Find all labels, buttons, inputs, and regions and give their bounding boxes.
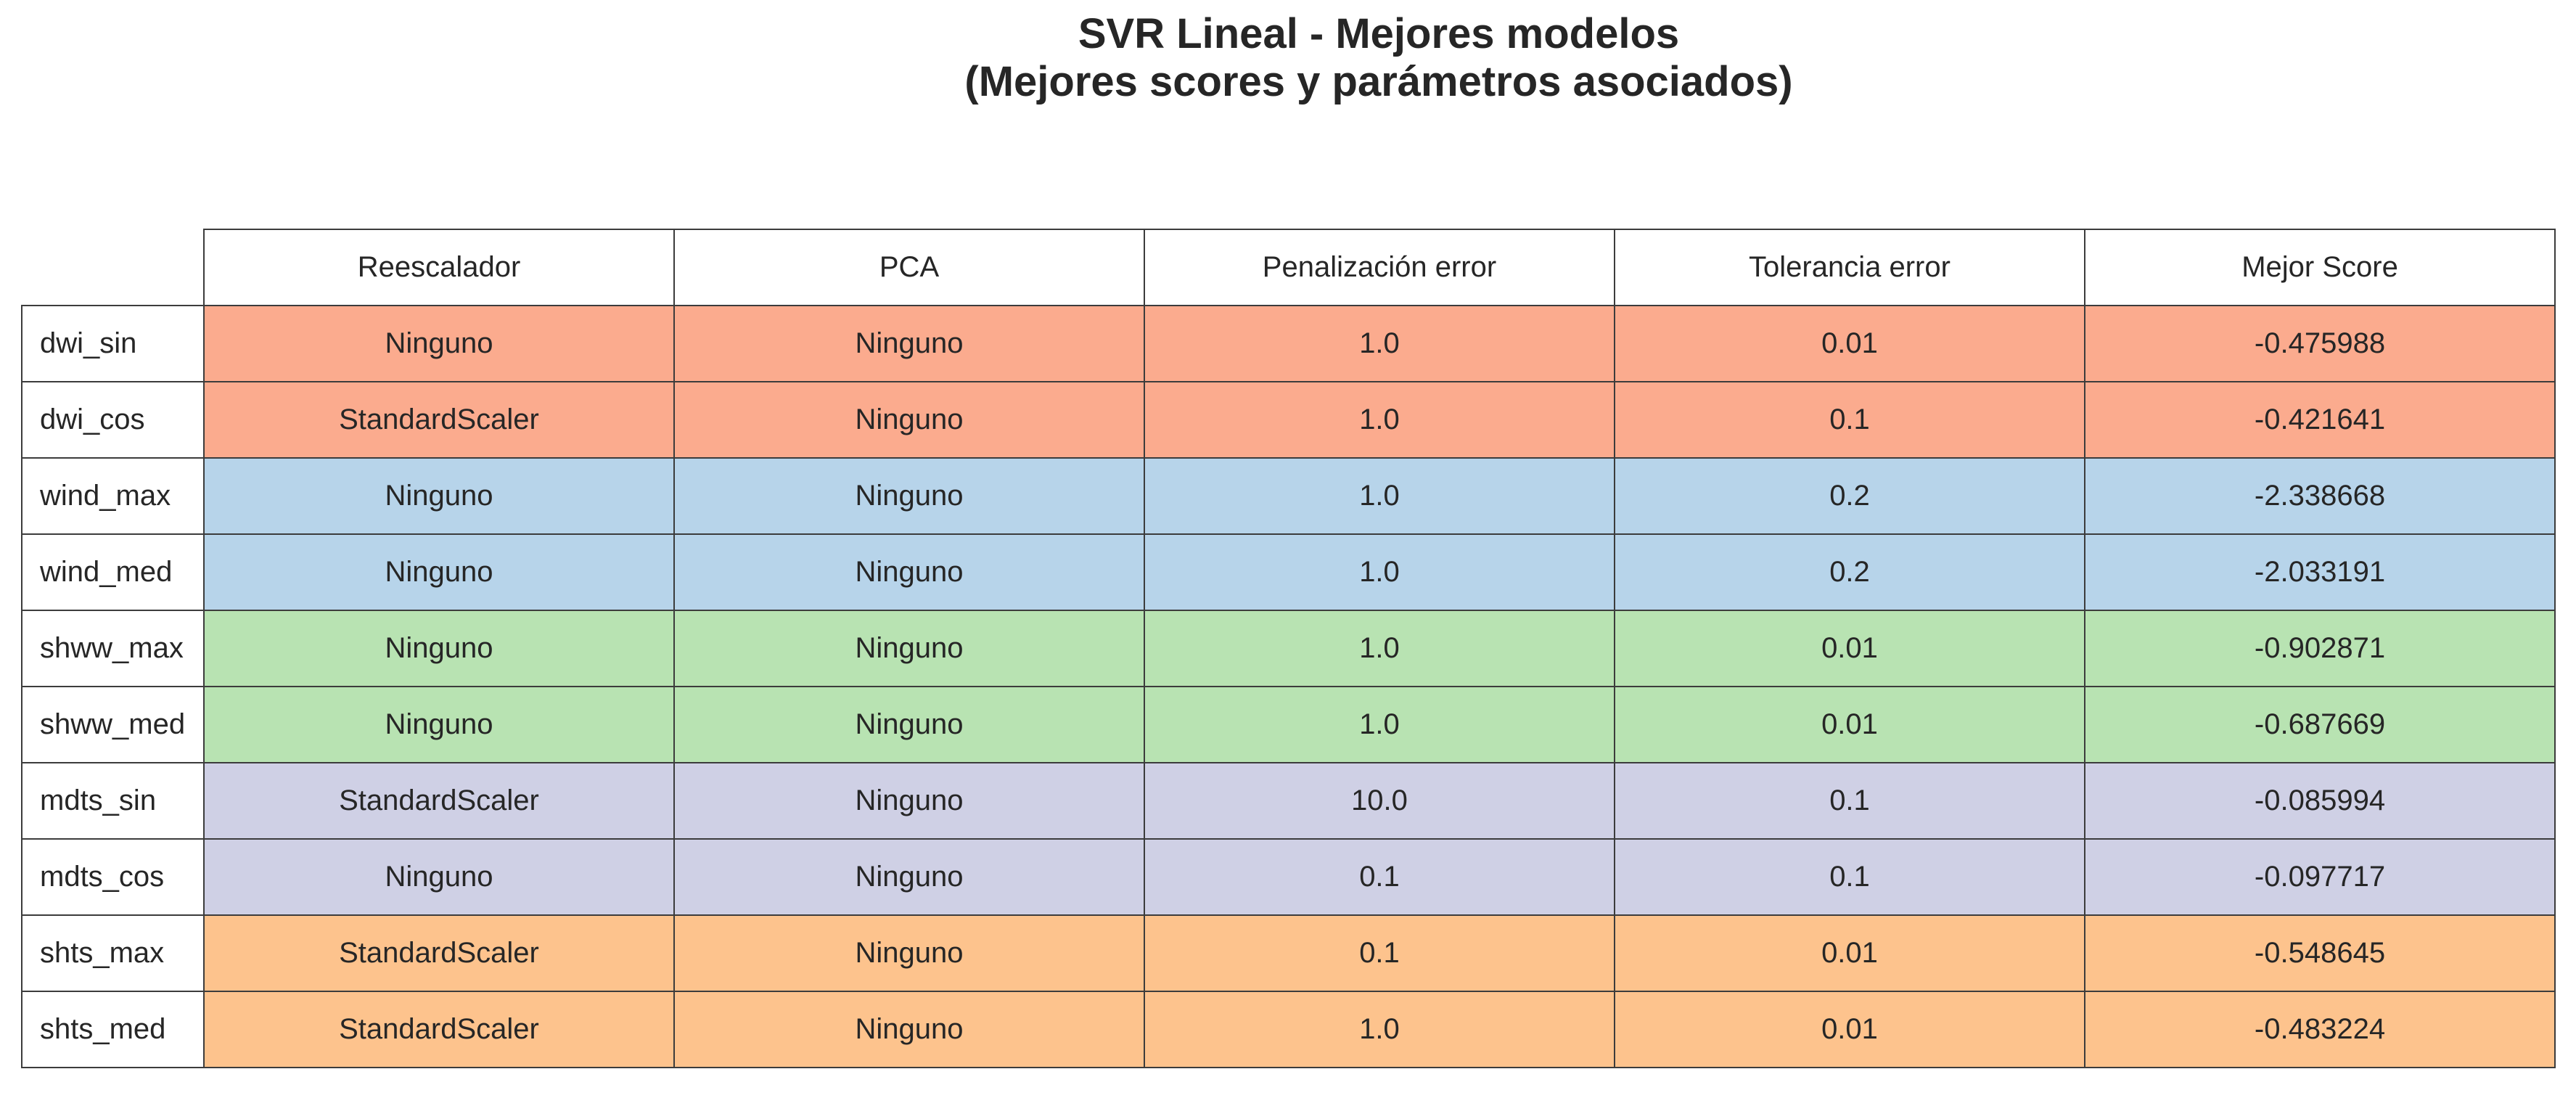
table-cell: Ninguno <box>673 762 1145 840</box>
table-cell: Ninguno <box>673 457 1145 535</box>
column-header: PCA <box>673 229 1145 306</box>
table-row: dwi_sin Ninguno Ninguno 1.0 0.01 -0.475988 <box>21 305 2556 382</box>
row-label: shww_max <box>21 610 205 687</box>
table-cell: 0.01 <box>1614 686 2085 763</box>
chart-title-line-1: SVR Lineal - Mejores modelos <box>1078 10 1680 57</box>
row-label: mdts_cos <box>21 838 205 916</box>
table-cell: 0.1 <box>1144 914 1615 992</box>
table-row: wind_max Ninguno Ninguno 1.0 0.2 -2.338668 <box>21 457 2556 535</box>
table-cell: Ninguno <box>203 305 675 382</box>
table-cell: 0.01 <box>1614 305 2085 382</box>
table-cell: -0.421641 <box>2084 381 2556 459</box>
row-label: dwi_cos <box>21 381 205 459</box>
table-cell: -0.687669 <box>2084 686 2556 763</box>
table-cell: -0.085994 <box>2084 762 2556 840</box>
table-cell: StandardScaler <box>203 762 675 840</box>
table-cell: Ninguno <box>203 457 675 535</box>
table-cell: Ninguno <box>673 533 1145 611</box>
table-cell: StandardScaler <box>203 991 675 1068</box>
row-label: shww_med <box>21 686 205 763</box>
table-cell: -2.338668 <box>2084 457 2556 535</box>
table-cell: 10.0 <box>1144 762 1615 840</box>
table-cell: StandardScaler <box>203 381 675 459</box>
table-cell: 1.0 <box>1144 457 1615 535</box>
table-cell: 1.0 <box>1144 991 1615 1068</box>
table-cell: 0.1 <box>1614 838 2085 916</box>
table-cell: 0.2 <box>1614 457 2085 535</box>
column-header: Mejor Score <box>2084 229 2556 306</box>
row-label: dwi_sin <box>21 305 205 382</box>
table-row: dwi_cos StandardScaler Ninguno 1.0 0.1 -0.421… <box>21 381 2556 459</box>
table-cell: 0.2 <box>1614 533 2085 611</box>
row-label: wind_max <box>21 457 205 535</box>
table-cell: Ninguno <box>203 838 675 916</box>
table-cell: -0.483224 <box>2084 991 2556 1068</box>
table-cell: Ninguno <box>673 991 1145 1068</box>
table-cell: Ninguno <box>673 610 1145 687</box>
table-cell: 0.01 <box>1614 991 2085 1068</box>
table-cell: 1.0 <box>1144 381 1615 459</box>
table-row: shww_max Ninguno Ninguno 1.0 0.01 -0.902871 <box>21 610 2556 687</box>
table-cell: Ninguno <box>673 686 1145 763</box>
table-row: shww_med Ninguno Ninguno 1.0 0.01 -0.687669 <box>21 686 2556 763</box>
table-cell: 1.0 <box>1144 533 1615 611</box>
results-table: Reescalador PCA Penalización error Toleranc… <box>21 229 2556 1068</box>
row-label: shts_max <box>21 914 205 992</box>
table-row: mdts_cos Ninguno Ninguno 0.1 0.1 -0.097717 <box>21 838 2556 916</box>
table-row: shts_max StandardScaler Ninguno 0.1 0.01 -0.5… <box>21 914 2556 992</box>
row-label: wind_med <box>21 533 205 611</box>
table-cell: Ninguno <box>203 686 675 763</box>
table-cell: Ninguno <box>673 305 1145 382</box>
table-cell: -0.475988 <box>2084 305 2556 382</box>
column-header: Tolerancia error <box>1614 229 2085 306</box>
table-cell: StandardScaler <box>203 914 675 992</box>
table-cell: -0.902871 <box>2084 610 2556 687</box>
table-cell: 0.01 <box>1614 914 2085 992</box>
row-label: mdts_sin <box>21 762 205 840</box>
table-cell: -0.548645 <box>2084 914 2556 992</box>
table-cell: Ninguno <box>673 914 1145 992</box>
table-cell: -2.033191 <box>2084 533 2556 611</box>
table-cell: Ninguno <box>203 533 675 611</box>
table-row: wind_med Ninguno Ninguno 1.0 0.2 -2.033191 <box>21 533 2556 611</box>
column-header: Reescalador <box>203 229 675 306</box>
table-cell: -0.097717 <box>2084 838 2556 916</box>
table-body: dwi_sin Ninguno Ninguno 1.0 0.01 -0.475988 dwi… <box>21 305 2556 1068</box>
table-cell: Ninguno <box>673 381 1145 459</box>
table-cell: Ninguno <box>673 838 1145 916</box>
table-cell: 1.0 <box>1144 610 1615 687</box>
table-row: mdts_sin StandardScaler Ninguno 10.0 0.1 -0.0… <box>21 762 2556 840</box>
chart-title: SVR Lineal - Mejores modelos (Mejores sc… <box>0 10 2576 106</box>
table-cell: 0.1 <box>1614 381 2085 459</box>
table-cell: Ninguno <box>203 610 675 687</box>
table-cell: 0.1 <box>1144 838 1615 916</box>
column-header: Penalización error <box>1144 229 1615 306</box>
row-label: shts_med <box>21 991 205 1068</box>
table-row: shts_med StandardScaler Ninguno 1.0 0.01 -0.4… <box>21 991 2556 1068</box>
table-header-row: Reescalador PCA Penalización error Toleranc… <box>22 229 2556 306</box>
table-corner <box>22 229 204 306</box>
table-cell: 1.0 <box>1144 686 1615 763</box>
table-cell: 0.1 <box>1614 762 2085 840</box>
chart-title-line-2: (Mejores scores y parámetros asociados) <box>964 58 1793 105</box>
table-cell: 1.0 <box>1144 305 1615 382</box>
table-cell: 0.01 <box>1614 610 2085 687</box>
